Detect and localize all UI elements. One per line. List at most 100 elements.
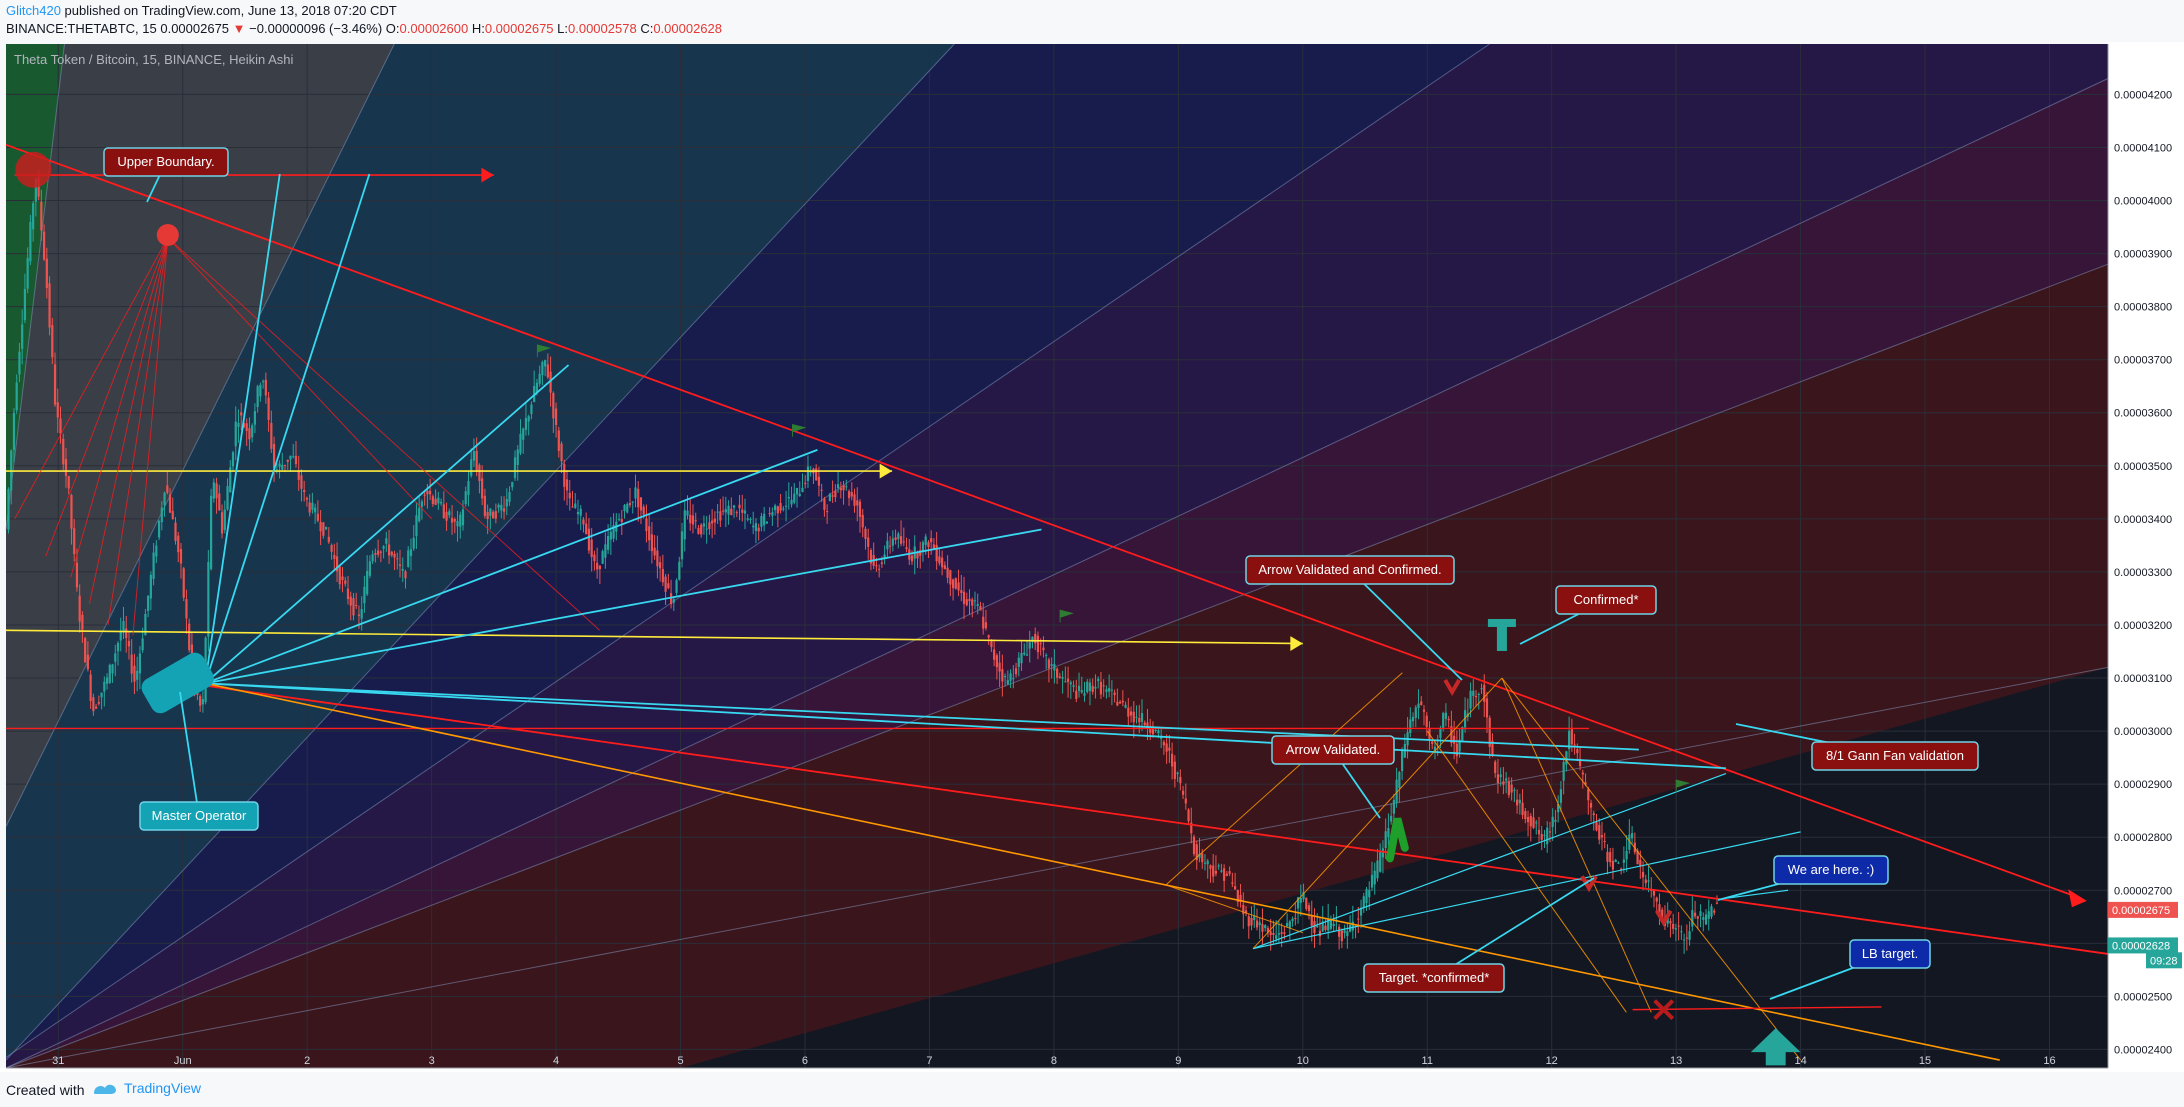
- candle-body: [18, 351, 21, 375]
- candle-body: [412, 537, 415, 549]
- candle-body: [1570, 728, 1573, 745]
- candle-body: [300, 475, 303, 489]
- x-tick-label: 5: [677, 1055, 683, 1067]
- low-value: 0.00002578: [568, 21, 637, 36]
- candle-body: [262, 381, 265, 383]
- callout-label: Target. *confirmed*: [1379, 970, 1490, 985]
- candle-body: [116, 643, 120, 652]
- candle-body: [612, 525, 615, 539]
- author-link[interactable]: Glitch420: [6, 3, 61, 18]
- candle-body: [979, 606, 982, 611]
- candle-body: [1069, 682, 1072, 685]
- candle-body: [743, 510, 747, 514]
- candle-body: [1491, 740, 1494, 756]
- candle-body: [327, 536, 330, 543]
- candle-body: [771, 512, 774, 516]
- candle-body: [475, 450, 478, 472]
- candle-body: [574, 503, 577, 508]
- candle-body: [1639, 859, 1642, 867]
- candle-body: [1532, 817, 1535, 828]
- cyan-gann-line: [204, 173, 281, 684]
- candle-body: [179, 549, 183, 564]
- candle-body: [182, 568, 185, 598]
- callout-box: [1555, 585, 1657, 615]
- candle-body: [541, 361, 544, 376]
- candle-body: [294, 455, 298, 465]
- candle-body: [89, 674, 92, 702]
- chart-area[interactable]: Theta Token / Bitcoin, 15, BINANCE, Heik…: [0, 42, 2184, 1072]
- orange-thin-line: [1426, 730, 1627, 1013]
- candle-body: [32, 203, 35, 230]
- candle-body: [1132, 711, 1135, 723]
- candle-body: [1296, 897, 1300, 909]
- candle-body: [502, 508, 506, 512]
- candle-body: [524, 418, 528, 430]
- arrowhead: [2068, 889, 2087, 908]
- candle-body: [215, 483, 218, 499]
- candle-body: [522, 428, 525, 440]
- price-chart[interactable]: Theta Token / Bitcoin, 15, BINANCE, Heik…: [0, 42, 2184, 1072]
- candle-body: [1713, 910, 1716, 913]
- candle-body: [527, 416, 530, 422]
- candle-body: [368, 561, 371, 576]
- candle-body: [111, 664, 114, 674]
- candle-body: [973, 600, 977, 602]
- candle-body: [834, 490, 837, 498]
- price-axis: [2108, 42, 2184, 1068]
- candle-body: [445, 511, 448, 521]
- candle-body: [1614, 859, 1617, 863]
- tradingview-link[interactable]: TradingView: [92, 1080, 201, 1096]
- candle-body: [481, 478, 484, 499]
- cyan-gann-line: [205, 682, 1726, 770]
- gann-fan-line: [5, 43, 65, 530]
- candle-body: [1327, 918, 1330, 931]
- flag-icon: [1675, 779, 1690, 793]
- candle-body: [1444, 712, 1448, 719]
- red-fan-line: [167, 237, 432, 520]
- candle-body: [245, 423, 248, 431]
- candle-body: [1584, 782, 1587, 785]
- candle-body: [1108, 688, 1111, 692]
- candle-body: [617, 519, 621, 521]
- candle-body: [1236, 889, 1239, 902]
- open-value: 0.00002600: [399, 21, 469, 36]
- low-label: L:: [557, 21, 568, 36]
- candle-body: [366, 570, 369, 595]
- candle-body: [910, 555, 914, 562]
- candle-body: [708, 522, 711, 529]
- annotation-callout: LB target.: [1769, 939, 1931, 1000]
- candle-body: [801, 487, 804, 493]
- candle-body: [1162, 741, 1166, 746]
- candle-body: [1598, 824, 1601, 840]
- red-fan-line: [107, 237, 169, 626]
- candle-body: [1373, 870, 1376, 885]
- candle-body: [281, 464, 284, 470]
- candle-body: [519, 433, 522, 454]
- candle-body: [1392, 800, 1395, 814]
- candle-body: [398, 564, 402, 566]
- candle-body: [779, 503, 782, 511]
- candle-body: [1097, 678, 1100, 682]
- candle-body: [453, 519, 456, 522]
- candle-body: [1704, 914, 1708, 925]
- candle-body: [404, 571, 407, 579]
- candle-body: [776, 506, 779, 514]
- candle-body: [1310, 915, 1313, 926]
- candle-body: [604, 544, 607, 558]
- candle-body: [880, 562, 883, 564]
- candle-body: [691, 515, 695, 525]
- candle-body: [954, 578, 957, 589]
- candle-body: [549, 371, 552, 393]
- candle-body: [78, 595, 81, 622]
- candle-body: [177, 535, 180, 553]
- candle-body: [1543, 834, 1546, 836]
- candle-body: [338, 566, 341, 585]
- candle-body: [103, 681, 106, 692]
- candle-body: [1181, 790, 1185, 795]
- candle-body: [478, 464, 481, 482]
- gann-band-purple: [6, 44, 2108, 1068]
- candle-body: [147, 595, 150, 611]
- candle-body: [1573, 744, 1576, 746]
- price-tag: [2146, 952, 2182, 969]
- candle-body: [1318, 930, 1322, 937]
